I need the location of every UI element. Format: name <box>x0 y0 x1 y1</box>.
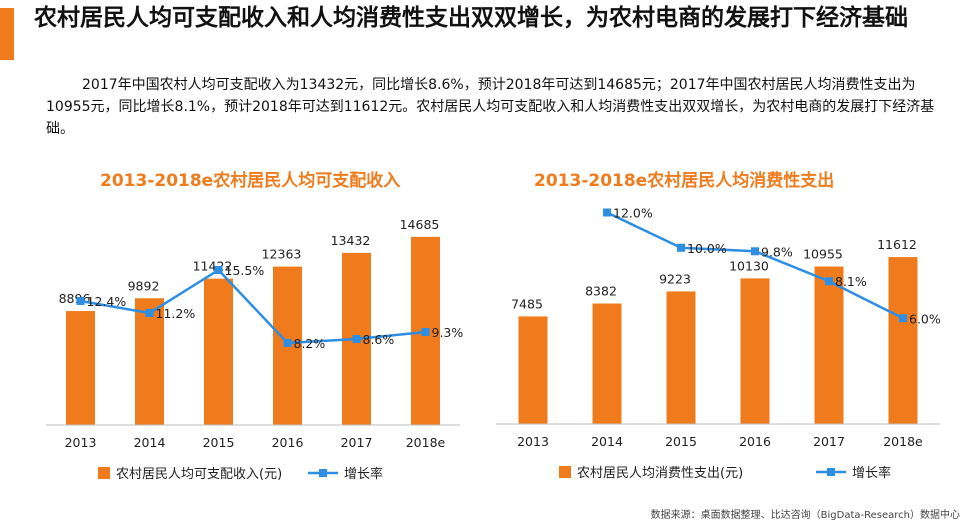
growth-rate-line <box>80 268 426 345</box>
title-accent-bar <box>0 8 14 60</box>
x-tick-label: 2018e <box>406 435 446 450</box>
legend-line-label: 增长率 <box>344 466 383 482</box>
growth-rate-label: 12.4% <box>87 294 127 309</box>
expenditure-chart: 7485 8382 9223 10130 10955 11612 2013 2014 2015 2… <box>496 206 941 481</box>
growth-rate-label: 9.8% <box>761 244 793 259</box>
growth-rate-label: 8.1% <box>835 274 867 289</box>
bar-value-label: 8382 <box>585 284 617 299</box>
x-tick-label: 2013 <box>517 434 549 449</box>
growth-rate-label: 8.2% <box>294 336 326 351</box>
x-tick-label: 2015 <box>203 435 235 450</box>
growth-rate-point <box>899 314 907 323</box>
bar-2014 <box>135 298 164 425</box>
x-tick-label: 2016 <box>272 435 304 450</box>
growth-rate-point <box>421 328 430 336</box>
growth-rate-label: 9.3% <box>432 325 464 340</box>
growth-rate-label: 12.0% <box>613 206 653 221</box>
bar-value-label: 13432 <box>331 233 371 248</box>
data-source: 数据来源：桌面数据整理、比达咨询（BigData-Research）数据中心 <box>650 510 960 521</box>
bar-value-label: 7485 <box>511 296 543 311</box>
legend-bar-swatch <box>559 466 571 478</box>
x-tick-label: 2016 <box>739 434 771 449</box>
legend-bar-swatch <box>98 467 110 479</box>
growth-rate-label: 8.6% <box>363 332 395 347</box>
bar-value-label: 10955 <box>803 247 843 262</box>
growth-rate-point <box>603 208 611 217</box>
x-tick-label: 2014 <box>591 434 623 449</box>
chart-title-income: 2013-2018e农村居民人均可支配收入 <box>100 171 401 191</box>
growth-rate-point <box>145 309 154 317</box>
bar-2016 <box>740 278 770 424</box>
bar-value-label: 9892 <box>128 278 160 293</box>
bar-value-label: 14685 <box>400 217 440 232</box>
bar-value-label: 12363 <box>262 247 302 262</box>
bar-2017 <box>814 266 844 424</box>
bar-value-label: 9223 <box>659 271 691 286</box>
growth-rate-label: 15.5% <box>225 263 265 278</box>
bar-2014 <box>592 303 622 424</box>
growth-rate-label: 11.2% <box>156 306 196 321</box>
growth-rate-point <box>825 277 833 286</box>
growth-rate-point <box>76 297 85 305</box>
growth-rate-point <box>751 247 759 256</box>
growth-rate-label: 6.0% <box>909 311 941 326</box>
bar-value-label: 10130 <box>729 258 769 273</box>
bar-2013 <box>518 316 548 424</box>
x-tick-label: 2018e <box>883 434 923 449</box>
x-tick-label: 2014 <box>134 435 166 450</box>
summary-text: 2017年中国农村人均可支配收入为13432元，同比增长8.6%，预计2018年… <box>46 77 935 137</box>
legend-line-label: 增长率 <box>852 465 891 481</box>
x-tick-label: 2017 <box>341 435 373 450</box>
page-title: 农村居民人均可支配收入和人均消费性支出双双增长，为农村电商的发展打下经济基础 <box>34 5 908 31</box>
legend-bar-label: 农村居民人均消费性支出(元) <box>577 466 743 481</box>
legend-line-marker <box>827 468 835 476</box>
legend-bar-label: 农村居民人均可支配收入(元) <box>116 467 282 482</box>
growth-rate-point <box>352 335 361 343</box>
bar-value-label: 11612 <box>877 237 917 252</box>
legend-line-marker <box>319 469 327 477</box>
bar-2018e <box>888 257 918 424</box>
growth-rate-label: 10.0% <box>687 241 727 256</box>
bar-2015 <box>666 291 696 424</box>
x-tick-label: 2015 <box>665 434 697 449</box>
bar-2013 <box>66 311 95 425</box>
bar-2015 <box>204 278 233 425</box>
growth-rate-point <box>677 243 685 252</box>
x-tick-label: 2013 <box>65 435 97 450</box>
growth-rate-point <box>283 339 292 347</box>
x-tick-label: 2017 <box>813 434 845 449</box>
growth-rate-point <box>214 266 223 274</box>
chart-title-expenditure: 2013-2018e农村居民人均消费性支出 <box>534 171 835 191</box>
